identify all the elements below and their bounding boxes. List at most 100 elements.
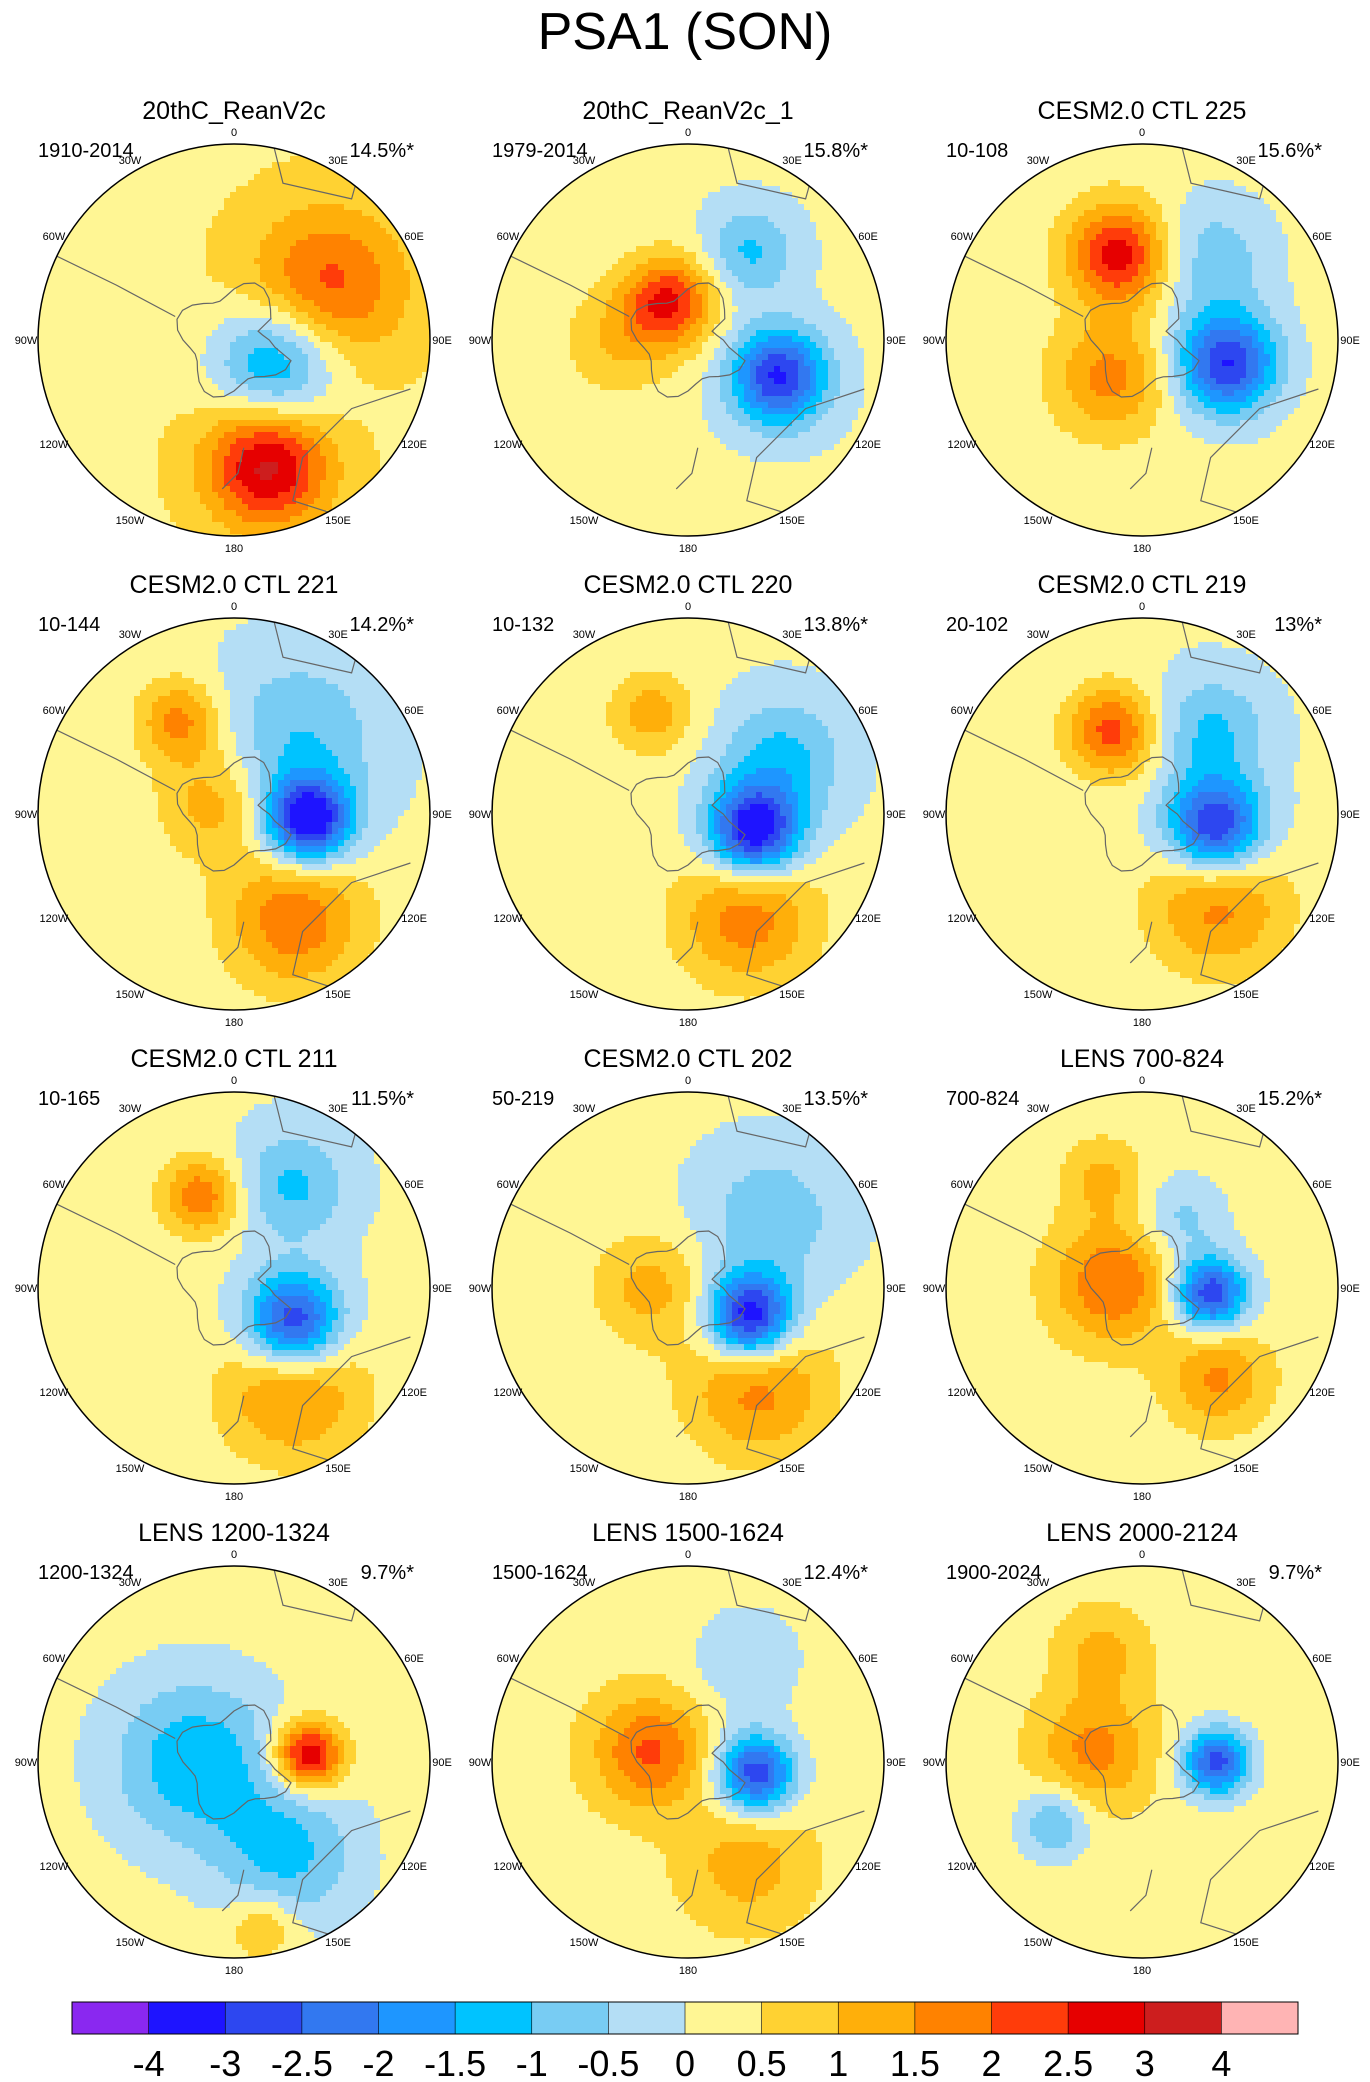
colorbar-swatch: [72, 2002, 150, 2034]
longitude-label: 60E: [1312, 705, 1332, 717]
colorbar-tick-label: 0.5: [737, 2043, 787, 2082]
longitude-label: 60W: [43, 705, 66, 717]
longitude-label: 0: [1139, 1075, 1145, 1087]
contour-field: [38, 144, 430, 536]
longitude-label: 30W: [1027, 1103, 1050, 1115]
longitude-label: 30W: [119, 1577, 142, 1589]
longitude-label: 60E: [404, 231, 424, 243]
map-panel: 0 30E 60E 90E 120E 150E 180 150W 120W 90W 60W 30W CE…: [469, 1045, 906, 1503]
longitude-label: 150E: [779, 1937, 805, 1949]
colorbar-tick-label: -4: [133, 2043, 165, 2082]
coastlines: [47, 618, 411, 991]
longitude-label: 120W: [494, 1387, 523, 1399]
longitude-label: 150W: [116, 989, 145, 1001]
longitude-label: 30W: [573, 155, 596, 167]
longitude-label: 120E: [401, 913, 427, 925]
contour-field: [946, 144, 1338, 536]
map-border: [491, 617, 885, 1011]
longitude-label: 150W: [1024, 1463, 1053, 1475]
map-panel: 0 30E 60E 90E 120E 150E 180 150W 120W 90W 60W 30W LE…: [15, 1519, 452, 1977]
longitude-label: 30E: [328, 1103, 348, 1115]
longitude-label: 120E: [401, 1387, 427, 1399]
panel-variance: 13.5%*: [804, 1088, 869, 1110]
panel-period: 1979-2014: [492, 140, 588, 162]
colorbar-swatch: [761, 2002, 839, 2034]
contour-field: [946, 1566, 1338, 1958]
longitude-label: 60E: [858, 1653, 878, 1665]
longitude-label: 150W: [570, 989, 599, 1001]
colorbar-tick-label: -0.5: [577, 2043, 639, 2082]
longitude-label: 30E: [1236, 629, 1256, 641]
longitude-label: 120E: [401, 439, 427, 451]
colorbar-tick-label: -2.5: [271, 2043, 333, 2082]
panel-variance: 14.5%*: [350, 140, 415, 162]
longitude-label: 30E: [782, 629, 802, 641]
longitude-label: 0: [1139, 601, 1145, 613]
panel-period: 1910-2014: [38, 140, 134, 162]
longitude-label: 60W: [497, 1179, 520, 1191]
longitude-label: 150W: [1024, 1937, 1053, 1949]
longitude-label: 0: [231, 1075, 237, 1087]
longitude-label: 30E: [782, 1103, 802, 1115]
longitude-label: 0: [685, 601, 691, 613]
longitude-label: 60E: [404, 1179, 424, 1191]
longitude-label: 120W: [494, 439, 523, 451]
longitude-label: 60E: [404, 705, 424, 717]
longitude-label: 60E: [1312, 1653, 1332, 1665]
longitude-label: 60E: [858, 1179, 878, 1191]
longitude-label: 180: [1133, 543, 1151, 555]
panel-title: CESM2.0 CTL 221: [130, 571, 339, 599]
map-panel: 0 30E 60E 90E 120E 150E 180 150W 120W 90W 60W 30W 20…: [15, 97, 452, 555]
longitude-label: 90W: [469, 809, 492, 821]
map-panel: 0 30E 60E 90E 120E 150E 180 150W 120W 90W 60W 30W CE…: [469, 571, 906, 1029]
map-border: [945, 143, 1339, 537]
longitude-label: 150E: [325, 989, 351, 1001]
colorbar-tick-label: -3: [209, 2043, 241, 2082]
longitude-label: 150W: [570, 1463, 599, 1475]
longitude-label: 120E: [1309, 913, 1335, 925]
longitude-label: 120W: [40, 1861, 69, 1873]
longitude-label: 90W: [469, 335, 492, 347]
colorbar-tick-label: 1: [828, 2043, 848, 2082]
panel-variance: 15.2%*: [1258, 1088, 1323, 1110]
longitude-label: 60W: [951, 705, 974, 717]
colorbar-tick-label: 3: [1135, 2043, 1155, 2082]
longitude-label: 60W: [43, 231, 66, 243]
longitude-label: 150W: [570, 515, 599, 527]
longitude-label: 60W: [951, 231, 974, 243]
colorbar-tick-label: 4: [1211, 2043, 1231, 2082]
panel-title: LENS 1500-1624: [592, 1519, 784, 1547]
panel-period: 10-165: [38, 1088, 100, 1110]
longitude-label: 60E: [858, 231, 878, 243]
longitude-label: 150W: [116, 1937, 145, 1949]
longitude-label: 30W: [119, 1103, 142, 1115]
longitude-label: 0: [231, 127, 237, 139]
colorbar-tick-label: -1: [516, 2043, 548, 2082]
longitude-label: 120E: [855, 1387, 881, 1399]
colorbar-swatch: [378, 2002, 456, 2034]
coastlines: [501, 144, 865, 517]
map-panel: 0 30E 60E 90E 120E 150E 180 150W 120W 90W 60W 30W CE…: [15, 1045, 452, 1503]
longitude-label: 30E: [782, 1577, 802, 1589]
longitude-label: 150W: [116, 1463, 145, 1475]
contour-field: [38, 1092, 430, 1484]
contour-field: [946, 618, 1338, 1010]
panel-period: 20-102: [946, 614, 1008, 636]
panel-variance: 13%*: [1274, 614, 1322, 636]
contour-field: [492, 144, 884, 536]
longitude-label: 30W: [1027, 155, 1050, 167]
coastlines: [501, 1566, 865, 1939]
longitude-label: 30W: [573, 629, 596, 641]
panel-title: LENS 1200-1324: [138, 1519, 330, 1547]
longitude-label: 60E: [1312, 1179, 1332, 1191]
longitude-label: 90E: [1340, 1757, 1360, 1769]
panel-period: 10-108: [946, 140, 1008, 162]
contour-field: [492, 618, 884, 1010]
map-panel: 0 30E 60E 90E 120E 150E 180 150W 120W 90W 60W 30W CE…: [15, 571, 452, 1029]
longitude-label: 120W: [40, 439, 69, 451]
map-border: [945, 617, 1339, 1011]
longitude-label: 90W: [923, 1283, 946, 1295]
panel-variance: 9.7%*: [1269, 1562, 1323, 1584]
longitude-label: 0: [685, 1075, 691, 1087]
longitude-label: 60W: [43, 1653, 66, 1665]
